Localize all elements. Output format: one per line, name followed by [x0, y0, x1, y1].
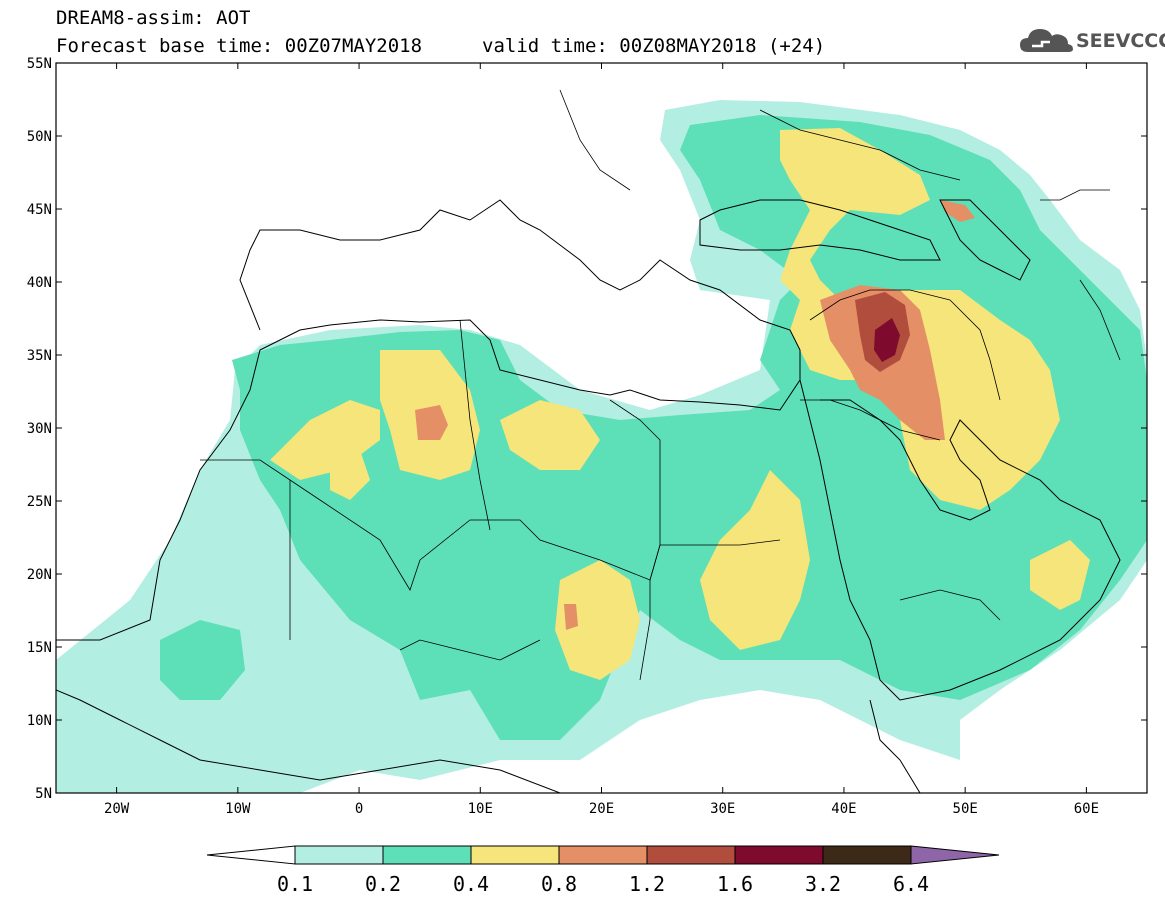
colorbar-label-0.1: 0.1	[276, 872, 314, 896]
seevccc-logo: SEEVCCC	[1018, 24, 1165, 58]
lon-label-50E: 50E	[953, 801, 978, 817]
colorbar-label-0.8: 0.8	[540, 872, 578, 896]
aot-band-0.2	[232, 115, 1147, 740]
colorbar-1.2-1.6	[646, 845, 736, 865]
lat-label-50N: 50N	[27, 129, 52, 145]
lat-label-25N: 25N	[27, 494, 52, 510]
colorbar-0.2-0.4	[382, 845, 472, 865]
lat-label-40N: 40N	[27, 275, 52, 291]
country-borders	[200, 89, 1121, 681]
aot-patch-sahara-central	[330, 450, 370, 500]
lat-label-30N: 30N	[27, 421, 52, 437]
lon-label-60E: 60E	[1074, 801, 1099, 817]
longitude-labels: 20W 10W 0 10E 20E 30E 40E 50E 60E	[104, 63, 1099, 817]
aot-patch-oman	[1030, 540, 1090, 610]
colorbar-label-0.4: 0.4	[452, 872, 490, 896]
colorbar-label-1.2: 1.2	[628, 872, 666, 896]
lat-label-35N: 35N	[27, 348, 52, 364]
colorbar	[206, 845, 1000, 865]
lon-label-30E: 30E	[710, 801, 735, 817]
lat-label-20N: 20N	[27, 567, 52, 583]
valid-time: valid time: 00Z08MAY2018 (+24)	[482, 35, 826, 57]
logo-text: SEEVCCC	[1076, 30, 1165, 52]
colorbar-0.1-0.2	[294, 845, 384, 865]
aot-band-1.6	[874, 318, 900, 362]
aot-patch-libya	[500, 400, 600, 470]
lat-label-5N: 5N	[35, 786, 52, 802]
cloud-icon	[1020, 29, 1073, 52]
aot-patch-algeria	[415, 405, 448, 440]
coastlines	[56, 199, 1121, 793]
title-line-1: DREAM8-assim: AOT	[56, 7, 251, 29]
colorbar-label-3.2: 3.2	[804, 872, 842, 896]
lat-label-10N: 10N	[27, 713, 52, 729]
aot-patch-caspian	[940, 200, 975, 222]
lon-label-0: 0	[355, 801, 363, 817]
colorbar-0.4-0.8	[470, 845, 560, 865]
aot-patch-chad	[555, 560, 640, 680]
colorbar-label-1.6: 1.6	[716, 872, 754, 896]
aot-patch-west-africa	[160, 620, 245, 700]
aot-map: 55N 50N 45N 40N 35N 30N 25N 20N 15N 10N 5N 20W 10W 0…	[27, 56, 1148, 817]
lon-label-10E: 10E	[468, 801, 493, 817]
aot-patch-chad-orange	[564, 604, 578, 630]
lon-label-20W: 20W	[104, 801, 130, 817]
lat-label-45N: 45N	[27, 202, 52, 218]
title-line-2: Forecast base time: 00Z07MAY2018	[56, 35, 423, 57]
colorbar-label-0.2: 0.2	[364, 872, 402, 896]
aot-patch-egypt-sudan	[700, 470, 810, 650]
lat-label-15N: 15N	[27, 640, 52, 656]
latitude-labels: 55N 50N 45N 40N 35N 30N 25N 20N 15N 10N 5N	[27, 56, 1147, 802]
aot-field	[56, 63, 1147, 793]
lon-label-20E: 20E	[589, 801, 614, 817]
colorbar-lt-0.1	[206, 845, 296, 865]
lat-label-55N: 55N	[27, 56, 52, 72]
colorbar-label-6.4: 6.4	[892, 872, 930, 896]
colorbar-gt-6.4	[910, 845, 1000, 865]
lon-label-10W: 10W	[225, 801, 251, 817]
lon-label-40E: 40E	[831, 801, 856, 817]
colorbar-1.6-3.2	[734, 845, 824, 865]
colorbar-0.8-1.2	[558, 845, 648, 865]
colorbar-3.2-6.4	[822, 845, 912, 865]
